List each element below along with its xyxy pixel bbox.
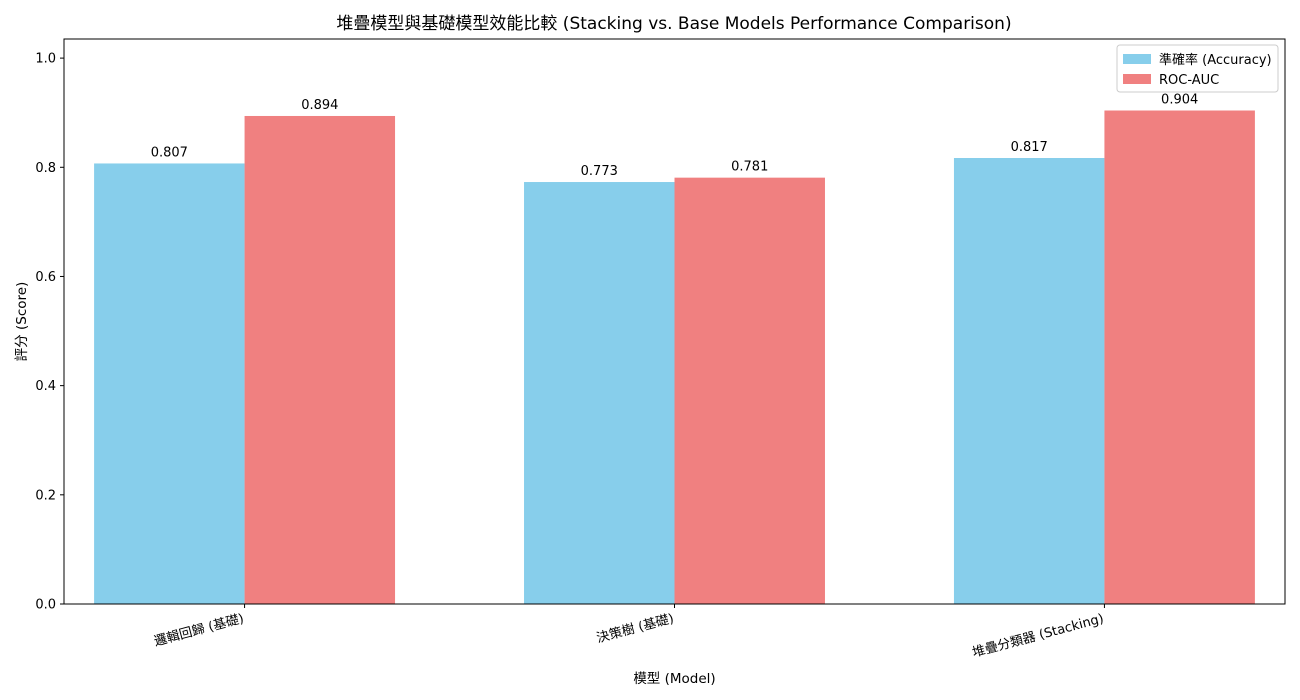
bars-group — [94, 110, 1255, 605]
legend: 準確率 (Accuracy) ROC-AUC — [1116, 44, 1279, 93]
x-tick-label: 堆疊分類器 (Stacking) — [971, 611, 1106, 661]
y-tick-label: 1.0 — [35, 52, 56, 67]
y-tick-label: 0.6 — [35, 270, 56, 285]
chart-title: 堆疊模型與基礎模型效能比較 (Stacking vs. Base Models … — [336, 14, 1011, 34]
y-tick-label: 0.8 — [35, 161, 56, 176]
y-tick-label: 0.4 — [35, 379, 56, 394]
bar-series-1-category-2 — [1104, 110, 1255, 604]
y-tick-label: 0.0 — [35, 598, 56, 613]
bar-value-label: 0.904 — [1161, 93, 1198, 108]
y-tick-label: 0.2 — [35, 488, 56, 503]
bar-value-label: 0.817 — [1011, 140, 1048, 155]
y-axis: 0.0 0.2 0.4 0.6 0.8 1.0 — [35, 52, 64, 613]
y-axis-label: 評分 (Score) — [14, 282, 30, 362]
bar-series-0-category-2 — [953, 158, 1105, 605]
bar-series-0-category-0 — [94, 163, 245, 604]
legend-entry-label: 準確率 (Accuracy) — [1159, 52, 1272, 68]
bar-value-label: 0.773 — [581, 164, 618, 179]
bar-labels-group: 0.807 0.773 0.817 0.894 0.781 0.904 — [151, 93, 1199, 180]
bar-series-1-category-0 — [244, 115, 396, 605]
x-tick-label: 決策樹 (基礎) — [595, 610, 676, 646]
x-axis-label: 模型 (Model) — [633, 671, 715, 687]
plot-frame — [63, 38, 1286, 605]
bar-value-label: 0.894 — [301, 98, 338, 113]
bar-value-label: 0.807 — [151, 145, 188, 160]
legend-box — [1116, 44, 1279, 93]
x-tick-label: 邏輯回歸 (基礎) — [153, 611, 246, 649]
x-axis: 邏輯回歸 (基礎) 決策樹 (基礎) 堆疊分類器 (Stacking) — [153, 604, 1106, 661]
legend-swatch — [1123, 74, 1151, 84]
legend-entry-label: ROC-AUC — [1159, 73, 1219, 88]
legend-swatch — [1123, 54, 1151, 64]
bar-series-1-category-1 — [674, 177, 825, 605]
bar-value-label: 0.781 — [731, 160, 768, 175]
bar-series-0-category-1 — [524, 182, 675, 604]
